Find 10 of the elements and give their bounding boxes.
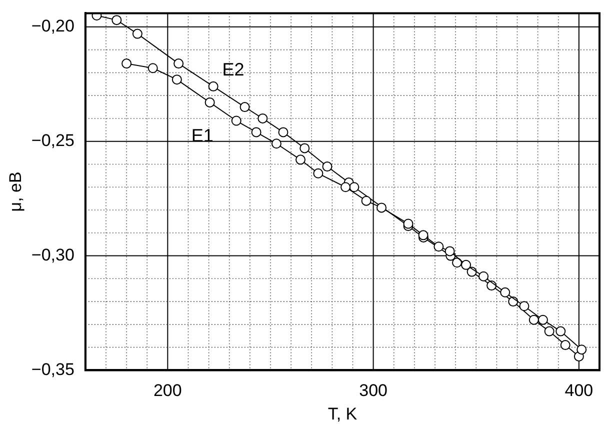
x-tick-label: 300 [359,381,388,400]
x-tick-label: 200 [153,381,182,400]
y-tick-label: −0,25 [31,131,74,150]
series-label: E2 [222,59,244,80]
y-tick-label: −0,30 [31,245,74,264]
x-axis-title: T, K [328,404,358,424]
y-axis-title: μ, eB [6,172,25,212]
y-tick-label: −0,35 [31,360,74,379]
y-tick-label: −0,20 [31,16,74,36]
x-tick-label: 400 [564,381,594,400]
